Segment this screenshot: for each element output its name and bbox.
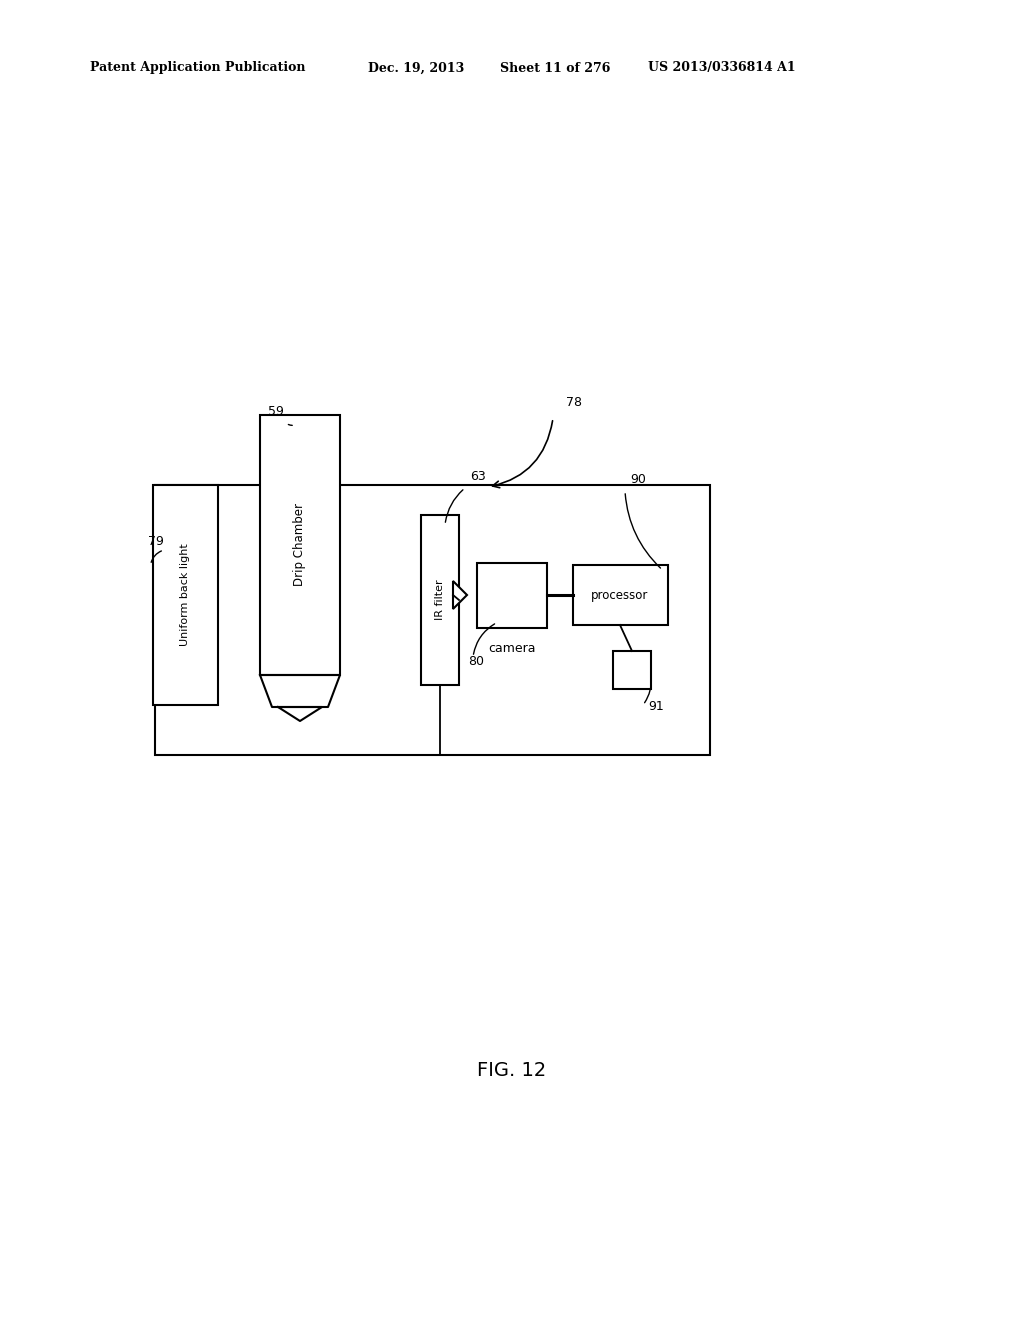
Text: IR filter: IR filter [435, 579, 445, 620]
Text: camera: camera [488, 642, 536, 655]
Text: Drip Chamber: Drip Chamber [294, 503, 306, 586]
Text: 80: 80 [468, 655, 484, 668]
Text: 78: 78 [566, 396, 582, 409]
Polygon shape [453, 581, 467, 609]
Text: Uniform back light: Uniform back light [180, 544, 190, 647]
Bar [260, 414, 340, 675]
Text: FIG. 12: FIG. 12 [477, 1060, 547, 1080]
Bar [421, 515, 459, 685]
Text: 91: 91 [648, 700, 664, 713]
Bar [613, 651, 651, 689]
Text: 90: 90 [630, 473, 646, 486]
Bar [153, 484, 217, 705]
Text: 79: 79 [148, 535, 164, 548]
Text: US 2013/0336814 A1: US 2013/0336814 A1 [648, 62, 796, 74]
Text: Dec. 19, 2013: Dec. 19, 2013 [368, 62, 464, 74]
Bar [155, 484, 710, 755]
Text: 63: 63 [470, 470, 485, 483]
Bar [572, 565, 668, 624]
Text: Sheet 11 of 276: Sheet 11 of 276 [500, 62, 610, 74]
Bar [477, 562, 547, 627]
Text: Patent Application Publication: Patent Application Publication [90, 62, 305, 74]
Text: processor: processor [591, 589, 648, 602]
Text: 59: 59 [268, 405, 284, 418]
